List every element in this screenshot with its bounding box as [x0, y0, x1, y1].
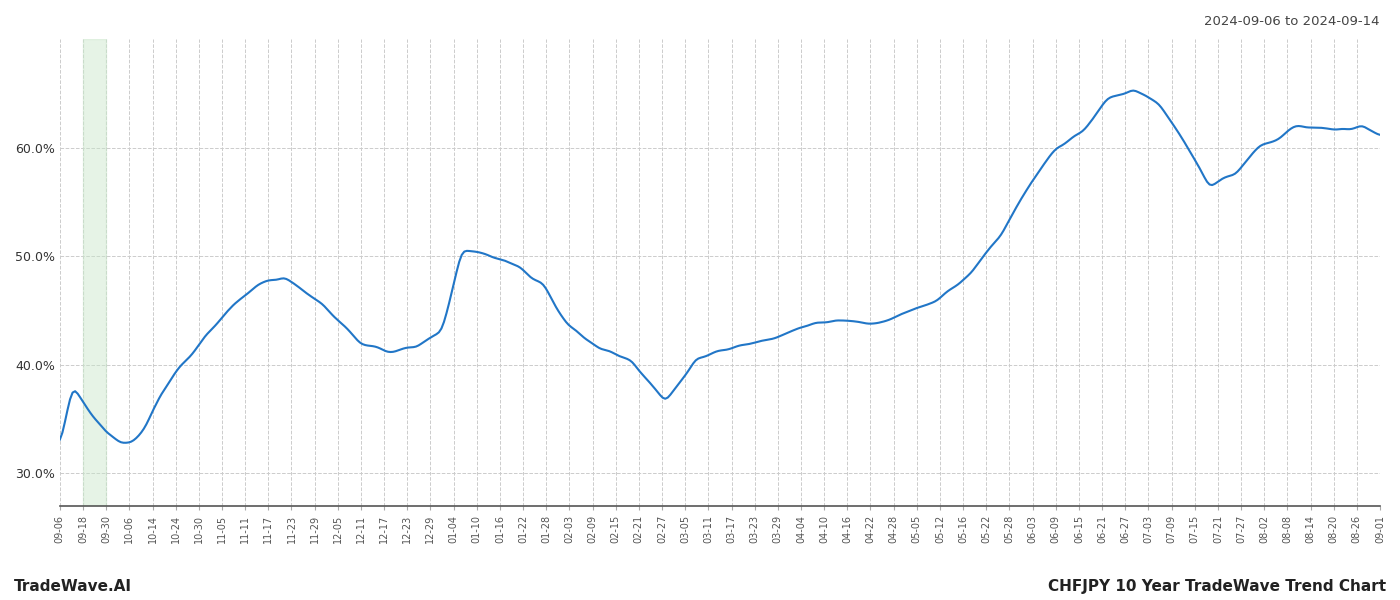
Text: TradeWave.AI: TradeWave.AI: [14, 579, 132, 594]
Text: 2024-09-06 to 2024-09-14: 2024-09-06 to 2024-09-14: [1204, 15, 1379, 28]
Bar: [83, 39, 106, 506]
Text: CHFJPY 10 Year TradeWave Trend Chart: CHFJPY 10 Year TradeWave Trend Chart: [1047, 579, 1386, 594]
